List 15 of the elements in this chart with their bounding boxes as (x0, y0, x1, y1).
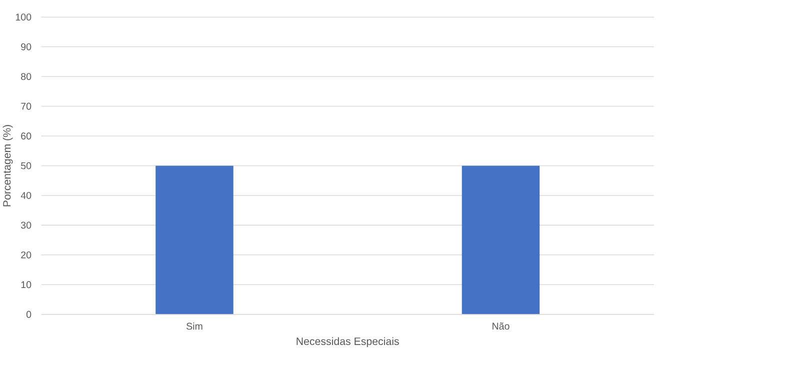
y-tick-label: 10 (21, 281, 32, 288)
y-tick-label: 90 (21, 43, 32, 50)
y-tick-label: 0 (26, 310, 32, 318)
y-tick-label: 80 (21, 72, 32, 80)
y-tick-label: 40 (20, 192, 32, 199)
x-tick-label: Não (492, 322, 510, 330)
y-tick-label: 70 (21, 102, 32, 110)
x-axis-title: Necessidas Especiais (296, 337, 399, 347)
x-tick-label: Sim (186, 322, 202, 330)
y-tick-label: 50 (21, 162, 32, 170)
y-tick-label: 20 (21, 251, 32, 258)
y-axis-title: Porcentagem (%) (2, 124, 13, 206)
y-tick-label: 30 (21, 222, 32, 228)
y-tick-label: 60 (21, 132, 32, 140)
y-tick-label: 100 (16, 13, 32, 20)
